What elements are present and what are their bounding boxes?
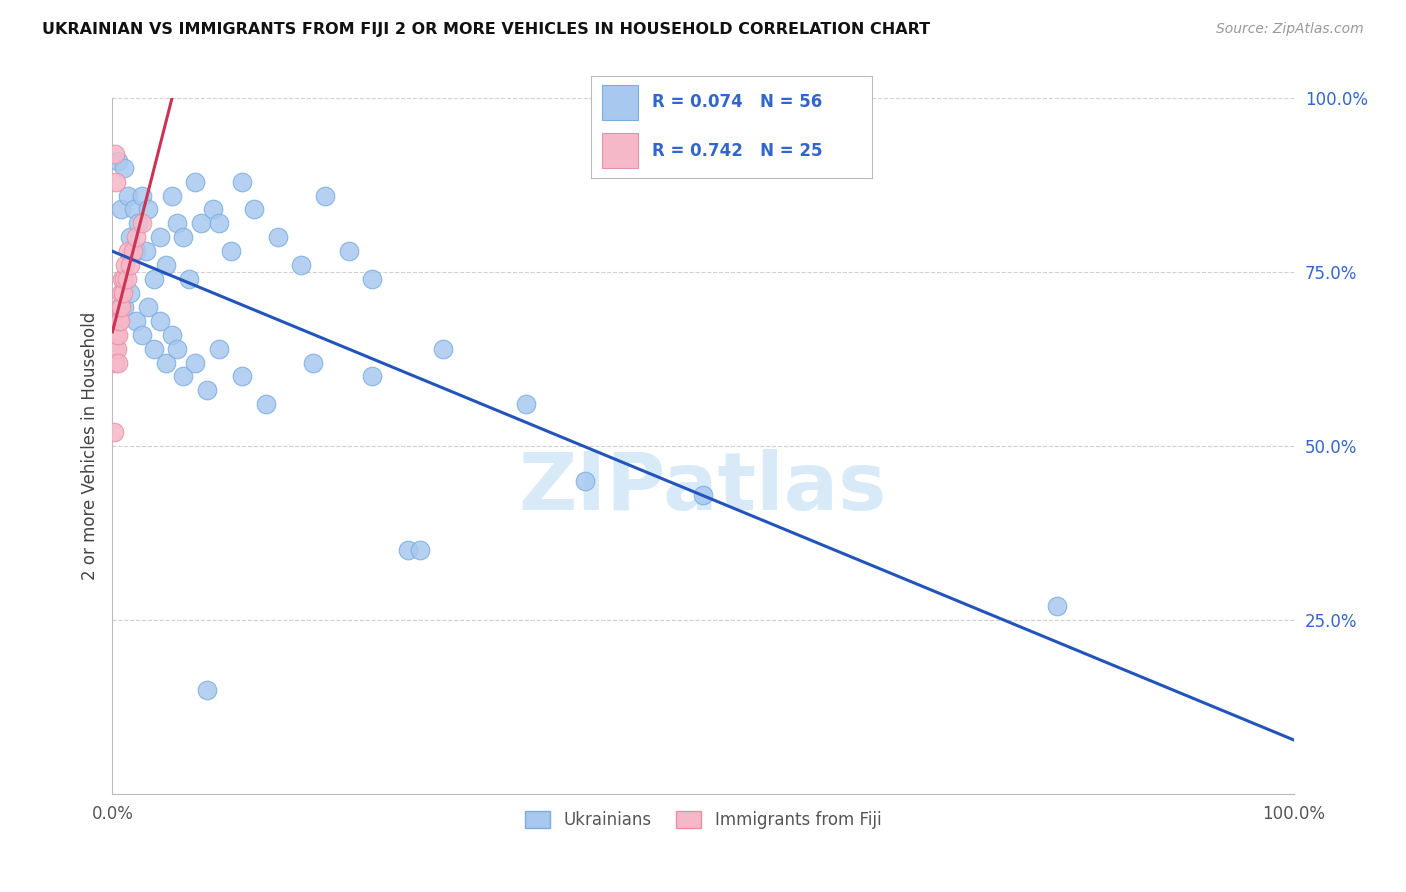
Y-axis label: 2 or more Vehicles in Household: 2 or more Vehicles in Household bbox=[80, 312, 98, 580]
Point bbox=[208, 342, 231, 356]
Text: Source: ZipAtlas.com: Source: ZipAtlas.com bbox=[1216, 22, 1364, 37]
FancyBboxPatch shape bbox=[602, 133, 638, 168]
Point bbox=[120, 285, 142, 300]
Point bbox=[184, 175, 207, 189]
Point bbox=[115, 272, 138, 286]
Point bbox=[108, 314, 131, 328]
Point bbox=[149, 230, 172, 244]
Point bbox=[184, 355, 207, 369]
Point bbox=[136, 202, 159, 217]
Point bbox=[290, 258, 312, 272]
Point bbox=[155, 355, 177, 369]
Point bbox=[125, 230, 148, 244]
Point bbox=[108, 314, 131, 328]
Point bbox=[121, 244, 143, 259]
Point bbox=[195, 384, 218, 398]
Point bbox=[112, 161, 135, 175]
Point bbox=[114, 258, 136, 272]
Point bbox=[1046, 599, 1069, 613]
Point bbox=[105, 175, 128, 189]
Point bbox=[107, 153, 129, 168]
Point bbox=[179, 272, 201, 286]
Point bbox=[149, 314, 172, 328]
Point bbox=[105, 314, 128, 328]
Point bbox=[166, 342, 188, 356]
Point bbox=[254, 397, 277, 411]
Point bbox=[111, 272, 134, 286]
Legend: Ukrainians, Immigrants from Fiji: Ukrainians, Immigrants from Fiji bbox=[516, 803, 890, 838]
Point bbox=[131, 327, 153, 342]
Point bbox=[125, 314, 148, 328]
Point bbox=[105, 342, 128, 356]
Point bbox=[574, 474, 596, 488]
Point bbox=[314, 188, 336, 202]
Point bbox=[337, 244, 360, 259]
Point bbox=[243, 202, 266, 217]
Point bbox=[127, 216, 149, 230]
Point bbox=[110, 285, 132, 300]
Point bbox=[190, 216, 212, 230]
Point bbox=[361, 272, 384, 286]
Point bbox=[117, 244, 139, 259]
Text: R = 0.074   N = 56: R = 0.074 N = 56 bbox=[652, 94, 823, 112]
Point bbox=[105, 327, 128, 342]
Point bbox=[267, 230, 290, 244]
Point bbox=[110, 300, 132, 314]
Point bbox=[408, 543, 430, 558]
Point bbox=[122, 202, 145, 217]
Point bbox=[172, 369, 194, 384]
Point bbox=[112, 300, 135, 314]
Point bbox=[195, 682, 218, 697]
Point bbox=[120, 230, 142, 244]
Point bbox=[160, 188, 183, 202]
Point bbox=[219, 244, 242, 259]
Text: ZIPatlas: ZIPatlas bbox=[519, 449, 887, 527]
Point bbox=[142, 342, 165, 356]
Point bbox=[231, 369, 253, 384]
Point bbox=[131, 216, 153, 230]
Point bbox=[201, 202, 224, 217]
Point bbox=[117, 188, 139, 202]
Point bbox=[104, 355, 127, 369]
Point bbox=[136, 300, 159, 314]
Point bbox=[104, 146, 127, 161]
Point bbox=[231, 175, 253, 189]
Point bbox=[103, 425, 125, 439]
Point bbox=[125, 244, 148, 259]
Point bbox=[120, 258, 142, 272]
Point bbox=[208, 216, 231, 230]
Point bbox=[172, 230, 194, 244]
Point bbox=[692, 488, 714, 502]
Point bbox=[396, 543, 419, 558]
Point bbox=[361, 369, 384, 384]
Point bbox=[515, 397, 537, 411]
Point bbox=[160, 327, 183, 342]
Point bbox=[112, 272, 135, 286]
Point bbox=[112, 285, 135, 300]
Text: R = 0.742   N = 25: R = 0.742 N = 25 bbox=[652, 142, 823, 160]
Point bbox=[108, 300, 131, 314]
Point bbox=[142, 272, 165, 286]
Point bbox=[432, 342, 454, 356]
Point bbox=[166, 216, 188, 230]
Point bbox=[110, 202, 132, 217]
Point bbox=[302, 355, 325, 369]
Text: UKRAINIAN VS IMMIGRANTS FROM FIJI 2 OR MORE VEHICLES IN HOUSEHOLD CORRELATION CH: UKRAINIAN VS IMMIGRANTS FROM FIJI 2 OR M… bbox=[42, 22, 931, 37]
Point bbox=[131, 188, 153, 202]
FancyBboxPatch shape bbox=[602, 85, 638, 120]
Point bbox=[135, 244, 157, 259]
Point bbox=[155, 258, 177, 272]
Point bbox=[107, 327, 129, 342]
Point bbox=[107, 355, 129, 369]
Point bbox=[104, 342, 127, 356]
